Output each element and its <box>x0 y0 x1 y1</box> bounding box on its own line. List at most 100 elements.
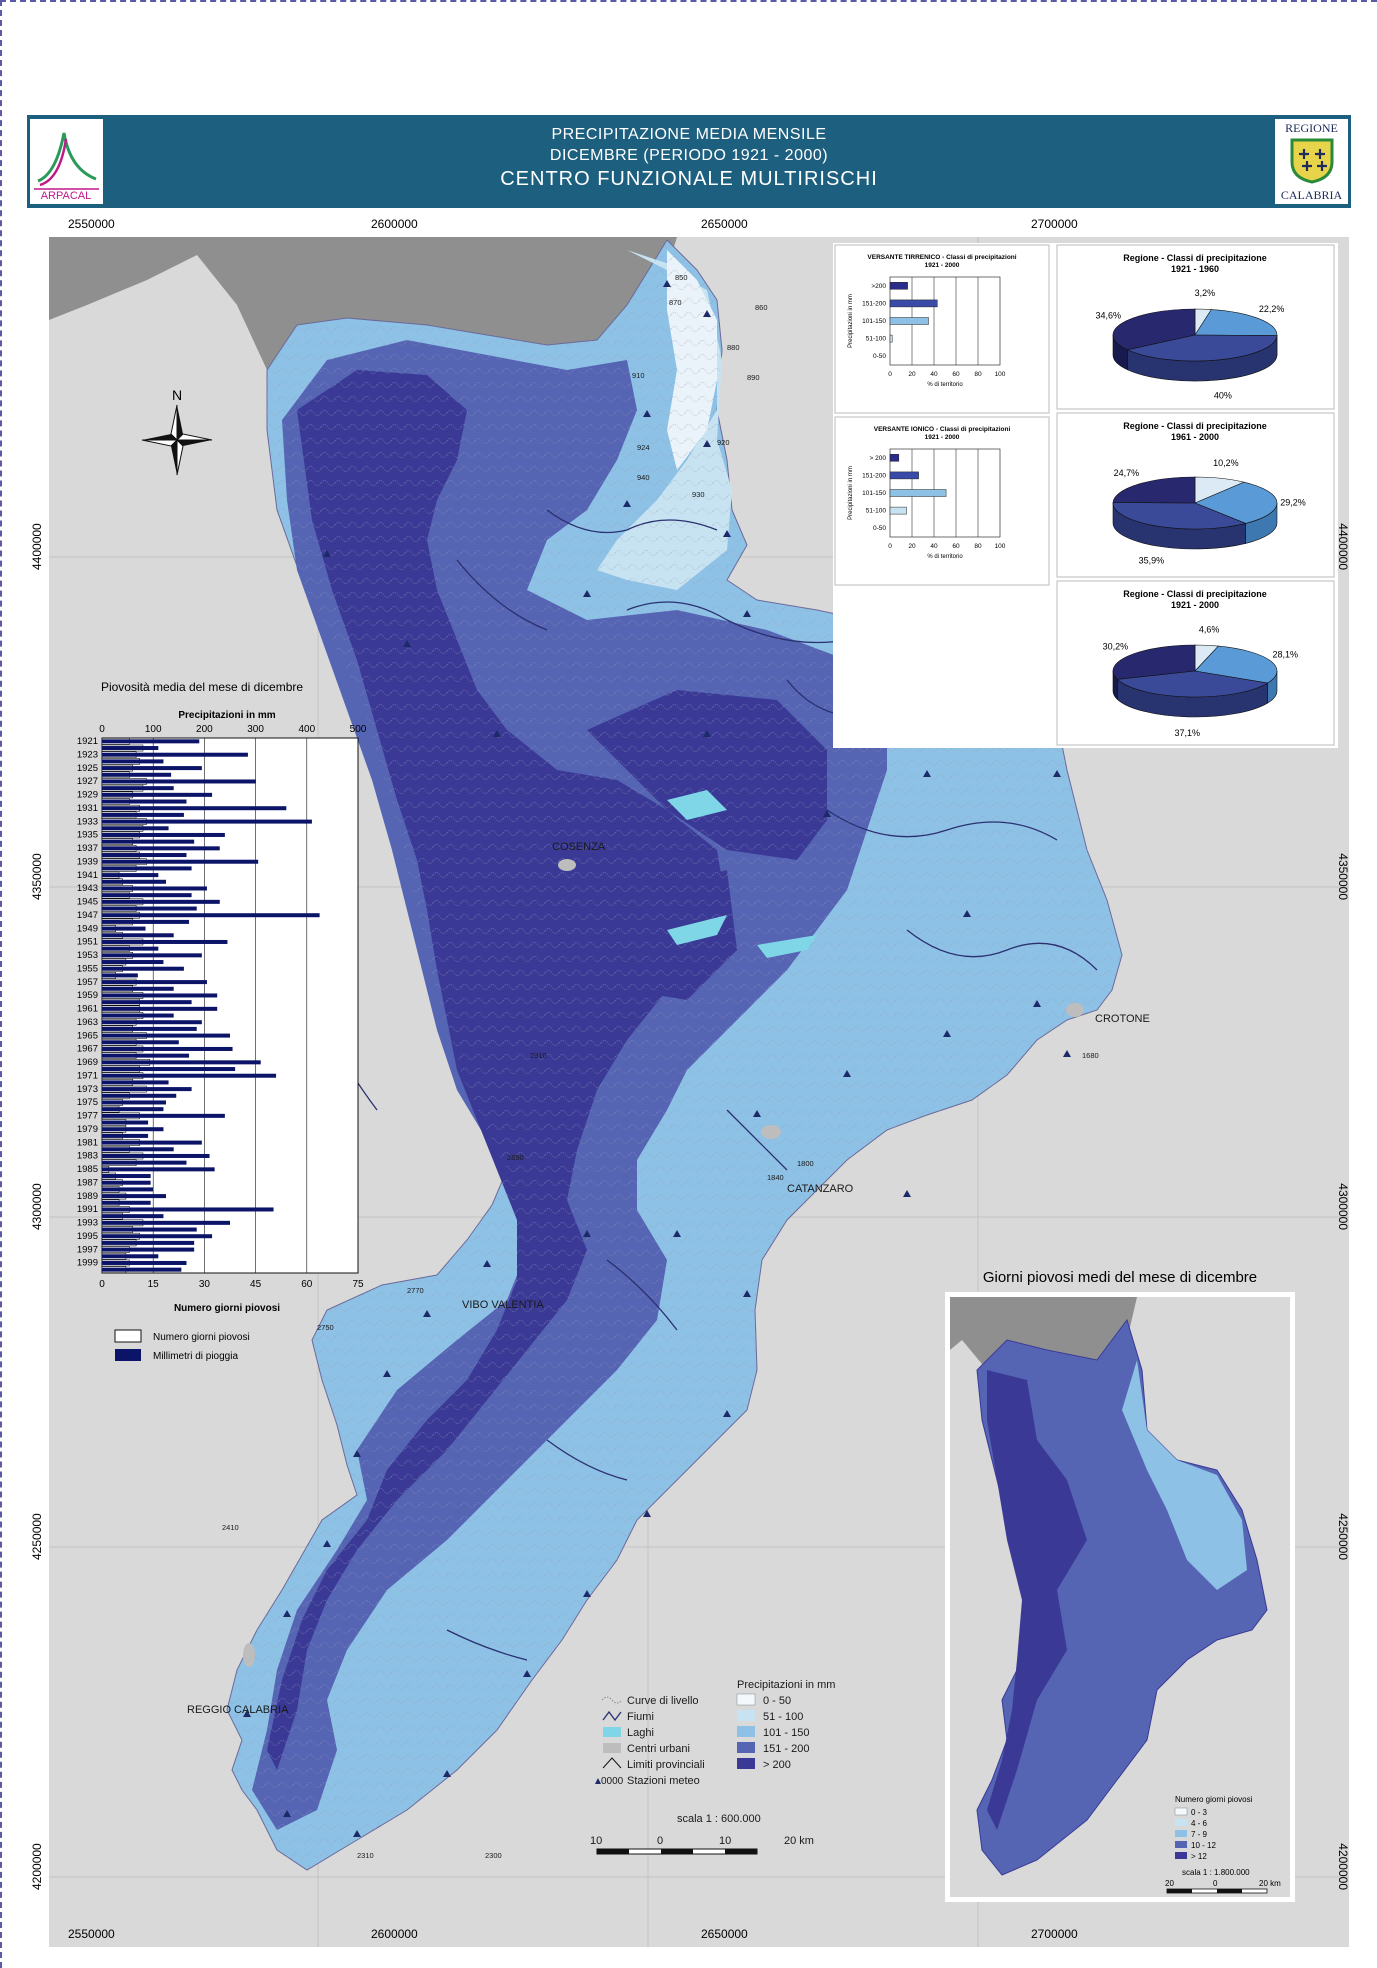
svg-text:Curve di livello: Curve di livello <box>627 1695 699 1707</box>
x-tick-bottom-1: 2550000 <box>68 1927 115 1941</box>
mm-bar <box>102 752 248 757</box>
bar-category-label: >200 <box>871 283 886 290</box>
city-crotone: CROTONE <box>1095 1013 1150 1025</box>
pie-slice <box>1112 644 1196 680</box>
mm-bar <box>102 1087 192 1092</box>
svg-text:4400000: 4400000 <box>1336 523 1350 570</box>
year-label: 1953 <box>77 950 98 961</box>
svg-text:2770: 2770 <box>407 1286 424 1295</box>
mm-bar <box>102 846 220 851</box>
bar-x-tick: 60 <box>952 371 960 378</box>
mm-bar <box>102 1207 274 1212</box>
year-label: 1965 <box>77 1030 98 1041</box>
svg-text:20 km: 20 km <box>1259 1879 1281 1888</box>
year-label: 1951 <box>77 937 98 948</box>
mm-bar <box>102 1073 277 1078</box>
year-label: 1927 <box>77 776 98 787</box>
mm-bar <box>102 772 172 777</box>
year-label: 1961 <box>77 1004 98 1015</box>
mm-bar <box>102 739 200 744</box>
title-line-2: DICEMBRE (PERIODO 1921 - 2000) <box>549 147 829 164</box>
svg-text:2910: 2910 <box>530 1051 547 1060</box>
pie-label: 34,6% <box>1095 310 1121 320</box>
y-ticks-left: 4400000 4350000 4300000 4250000 4200000 <box>30 523 44 1890</box>
year-label: 1959 <box>77 990 98 1001</box>
mm-bar <box>102 1040 179 1045</box>
title-banner: ARPACAL PRECIPITAZIONE MEDIA MENSILE DIC… <box>27 115 1351 208</box>
mm-bar <box>102 786 174 791</box>
mm-bar <box>102 1133 149 1138</box>
year-label: 1925 <box>77 763 98 774</box>
pie-label: 28,1% <box>1273 650 1299 660</box>
mm-bar <box>102 926 146 931</box>
piovosita-top-tick: 200 <box>196 724 213 735</box>
year-label: 1983 <box>77 1151 98 1162</box>
legend-days: Numero giorni piovosi <box>153 1332 250 1343</box>
year-label: 1939 <box>77 856 98 867</box>
bar-x-tick: 40 <box>930 543 938 550</box>
logo-calabria-text: CALABRIA <box>1280 188 1343 202</box>
pie-period: 1961 - 2000 <box>1171 432 1219 442</box>
svg-text:2300: 2300 <box>485 1851 502 1860</box>
mm-bar <box>102 859 259 864</box>
svg-text:860: 860 <box>755 303 768 312</box>
page-border-left <box>0 0 2 1968</box>
y-ticks-right: 4400000 4350000 4300000 4250000 4200000 <box>1336 523 1350 1890</box>
lake-1 <box>667 790 727 820</box>
svg-text:Precipitazioni in mm: Precipitazioni in mm <box>737 1679 835 1691</box>
svg-text:924: 924 <box>637 443 650 452</box>
city-vibo-valentia: VIBO VALENTIA <box>462 1299 544 1311</box>
mm-bar <box>102 906 197 911</box>
svg-text:4250000: 4250000 <box>1336 1513 1350 1560</box>
bar <box>889 454 900 462</box>
svg-text:890: 890 <box>747 373 760 382</box>
svg-text:101 - 150: 101 - 150 <box>763 1727 809 1739</box>
urban-cosenza <box>558 859 576 871</box>
mm-bar <box>102 746 159 751</box>
urban-crotone <box>1066 1003 1084 1017</box>
svg-text:Stazioni meteo: Stazioni meteo <box>627 1775 700 1787</box>
mm-bar <box>102 1000 192 1005</box>
mm-bar <box>102 1180 151 1185</box>
year-label: 1977 <box>77 1111 98 1122</box>
piovosita-top-tick: 0 <box>99 724 105 735</box>
legend-days-swatch <box>114 1329 142 1343</box>
urban-catanzaro <box>761 1125 781 1139</box>
year-label: 1981 <box>77 1137 98 1148</box>
svg-text:4250000: 4250000 <box>30 1513 44 1560</box>
year-label: 1955 <box>77 963 98 974</box>
svg-text:20 km: 20 km <box>784 1835 814 1847</box>
mm-bar <box>102 1033 230 1038</box>
svg-text:850: 850 <box>675 273 688 282</box>
bar-x-tick: 80 <box>974 371 982 378</box>
mm-bar <box>102 1247 195 1252</box>
mm-bar <box>102 1140 202 1145</box>
mm-bar <box>102 1220 230 1225</box>
bar <box>889 317 929 325</box>
svg-text:20: 20 <box>1165 1879 1174 1888</box>
year-label: 1941 <box>77 870 98 881</box>
legend-mm: Millimetri di pioggia <box>153 1351 238 1362</box>
year-label: 1929 <box>77 790 98 801</box>
pie-label: 29,2% <box>1280 497 1306 507</box>
x-tick-top-3: 2650000 <box>701 217 748 231</box>
mm-bar <box>102 886 207 891</box>
bar-category-label: 51-100 <box>866 336 887 343</box>
mm-bar <box>102 766 202 771</box>
bar-category-label: 0-50 <box>873 525 886 532</box>
pie-label: 30,2% <box>1103 642 1129 652</box>
pie-title: Regione - Classi di precipitazione <box>1123 421 1267 431</box>
bar-x-label: % di territorio <box>927 554 963 560</box>
city-cosenza: COSENZA <box>552 841 606 853</box>
year-label: 1973 <box>77 1084 98 1095</box>
page-border-top <box>0 0 1377 2</box>
title-line-3: CENTRO FUNZIONALE MULTIRISCHI <box>500 168 878 190</box>
mm-bar <box>102 1006 218 1011</box>
year-label: 1989 <box>77 1191 98 1202</box>
x-tick-bottom-3: 2650000 <box>701 1927 748 1941</box>
bar-x-tick: 100 <box>995 543 1006 550</box>
neighbouring-region-land <box>49 237 677 370</box>
mm-bar <box>102 1093 177 1098</box>
pie-label: 22,2% <box>1259 304 1285 314</box>
